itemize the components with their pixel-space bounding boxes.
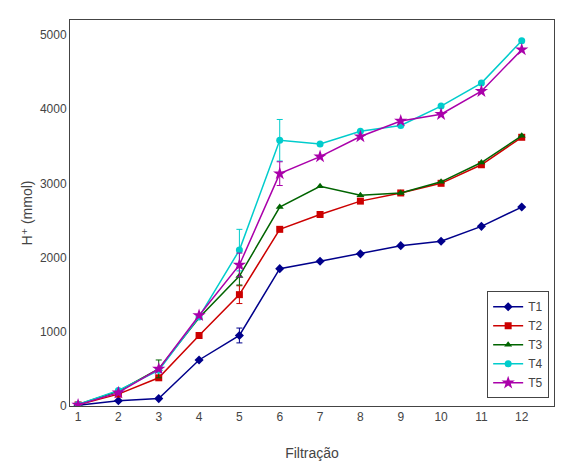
svg-text:Filtração: Filtração [285, 445, 339, 461]
svg-text:T3: T3 [528, 338, 542, 352]
svg-text:4: 4 [196, 410, 203, 424]
svg-text:4000: 4000 [40, 102, 67, 116]
svg-text:T2: T2 [528, 319, 542, 333]
svg-text:10: 10 [434, 410, 448, 424]
svg-text:T5: T5 [528, 376, 542, 390]
svg-text:T1: T1 [528, 300, 542, 314]
svg-text:T4: T4 [528, 357, 542, 371]
svg-text:12: 12 [515, 410, 529, 424]
svg-text:9: 9 [397, 410, 404, 424]
svg-text:2000: 2000 [40, 251, 67, 265]
svg-text:11: 11 [475, 410, 488, 424]
svg-text:3: 3 [155, 410, 162, 424]
svg-text:7: 7 [317, 410, 324, 424]
svg-text:H⁺ (mmol): H⁺ (mmol) [19, 181, 35, 246]
svg-text:1: 1 [75, 410, 82, 424]
svg-text:2: 2 [115, 410, 122, 424]
svg-text:5000: 5000 [40, 28, 67, 42]
svg-text:8: 8 [357, 410, 364, 424]
svg-text:6: 6 [276, 410, 283, 424]
svg-text:0: 0 [60, 399, 67, 413]
svg-text:3000: 3000 [40, 177, 67, 191]
svg-text:5: 5 [236, 410, 243, 424]
svg-text:1000: 1000 [40, 325, 67, 339]
